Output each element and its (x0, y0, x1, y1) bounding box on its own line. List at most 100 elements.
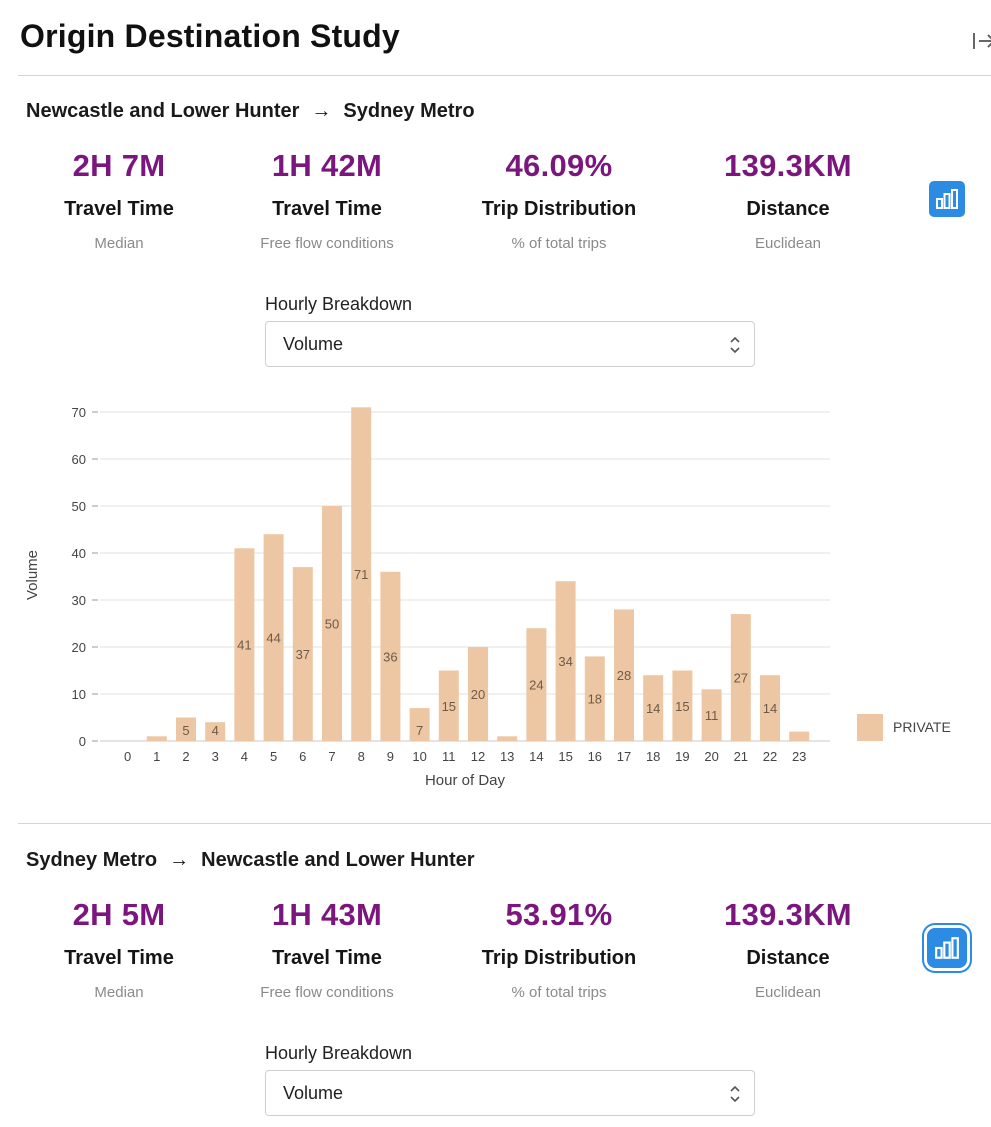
x-tick-label: 0 (124, 749, 131, 764)
bar (176, 717, 196, 741)
stat-label: Distance (746, 198, 830, 220)
x-tick-label: 11 (442, 749, 456, 764)
x-tick-label: 9 (387, 749, 394, 764)
data-label: 15 (442, 699, 456, 714)
stat-label: Distance (746, 947, 830, 969)
bar (468, 647, 488, 741)
legend-label: PRIVATE (893, 719, 951, 735)
bar (555, 581, 576, 741)
x-tick-label: 12 (471, 749, 485, 764)
bar (497, 736, 518, 741)
data-label: 15 (675, 699, 689, 714)
bar (380, 571, 401, 741)
chevron-up-down-icon (730, 1085, 740, 1103)
x-tick-label: 1 (153, 749, 160, 764)
data-label: 14 (646, 701, 660, 716)
route-origin: Sydney Metro (26, 849, 158, 871)
x-tick-label: 13 (500, 749, 514, 764)
route-destination: Newcastle and Lower Hunter (201, 849, 475, 871)
data-label: 36 (383, 649, 397, 664)
stat-sub: Free flow conditions (260, 235, 394, 252)
data-label: 50 (325, 617, 339, 632)
stat-value: 139.3KM (724, 148, 852, 183)
data-label: 24 (529, 678, 543, 693)
stat-trip-distribution: 46.09% Trip Distribution % of total trip… (444, 148, 674, 252)
breakdown-label: Hourly Breakdown (265, 1043, 413, 1063)
x-tick-label: 4 (241, 749, 248, 764)
bar (351, 407, 372, 741)
bar (760, 675, 780, 741)
stat-label: Travel Time (64, 947, 174, 969)
route-title: Newcastle and Lower Hunter → Sydney Metr… (26, 100, 475, 123)
bar-chart-icon (935, 937, 959, 959)
stat-sub: Median (94, 984, 144, 1001)
stat-value: 1H 43M (271, 897, 383, 932)
stat-median-travel-time: 2H 5M Travel Time Median (4, 897, 234, 1001)
x-tick-label: 5 (270, 749, 277, 764)
data-label: 28 (617, 668, 631, 683)
bar (614, 609, 634, 741)
stat-label: Trip Distribution (481, 947, 637, 969)
breakdown-select[interactable]: Volume (265, 1070, 755, 1116)
bar (701, 689, 722, 741)
arrow-right-icon: → (169, 849, 190, 871)
collapse-panel-icon[interactable] (968, 28, 991, 54)
data-label: 7 (416, 723, 423, 738)
x-tick-label: 19 (675, 749, 689, 764)
chart-toggle-button[interactable] (927, 928, 967, 968)
x-tick-label: 2 (182, 749, 189, 764)
data-label: 11 (705, 708, 719, 723)
x-tick-label: 22 (763, 749, 777, 764)
page-title: Origin Destination Study (20, 18, 400, 54)
bar (205, 722, 226, 741)
x-tick-label: 10 (412, 749, 426, 764)
data-label: 14 (763, 701, 777, 716)
data-label: 44 (266, 631, 280, 646)
legend-swatch (857, 714, 883, 741)
x-tick-label: 7 (328, 749, 335, 764)
bar (438, 670, 459, 741)
stat-distance: 139.3KM Distance Euclidean (673, 148, 903, 252)
stat-label: Trip Distribution (481, 198, 637, 220)
stat-value: 1H 42M (271, 148, 383, 183)
chart-toggle-button[interactable] (929, 181, 965, 217)
bar (322, 506, 342, 741)
route-destination: Sydney Metro (343, 100, 475, 122)
x-tick-label: 21 (734, 749, 748, 764)
x-tick-label: 17 (617, 749, 631, 764)
breakdown-select-value: Volume (283, 1082, 344, 1103)
breakdown-label: Hourly Breakdown (265, 294, 413, 314)
y-tick-label: 70 (72, 405, 86, 420)
stat-freeflow-travel-time: 1H 42M Travel Time Free flow conditions (212, 148, 442, 252)
bar (234, 548, 255, 741)
y-tick-label: 60 (72, 452, 86, 467)
breakdown-select[interactable]: Volume (265, 321, 755, 367)
y-tick-label: 10 (72, 687, 86, 702)
x-tick-label: 8 (358, 749, 365, 764)
stat-sub: Euclidean (755, 235, 821, 252)
y-tick-label: 0 (79, 734, 86, 749)
x-tick-label: 23 (792, 749, 806, 764)
bar (292, 567, 313, 741)
bar (146, 736, 167, 741)
stat-value: 2H 7M (72, 148, 166, 183)
x-tick-label: 6 (299, 749, 306, 764)
data-label: 20 (471, 687, 485, 702)
data-label: 18 (588, 692, 602, 707)
stat-value: 46.09% (505, 148, 613, 183)
section-divider (18, 823, 991, 824)
bar (584, 656, 605, 741)
stat-sub: % of total trips (511, 984, 607, 1001)
stat-sub: Free flow conditions (260, 984, 394, 1001)
stat-sub: % of total trips (511, 235, 607, 252)
stat-value: 2H 5M (72, 897, 166, 932)
breakdown-select-value: Volume (283, 333, 344, 354)
y-tick-label: 40 (72, 546, 86, 561)
x-tick-label: 18 (646, 749, 660, 764)
stat-label: Travel Time (272, 947, 382, 969)
bar (789, 731, 810, 741)
route-origin: Newcastle and Lower Hunter (26, 100, 300, 122)
y-axis-title: Volume (24, 550, 41, 600)
bar (730, 614, 751, 741)
arrow-right-icon: → (311, 100, 332, 122)
